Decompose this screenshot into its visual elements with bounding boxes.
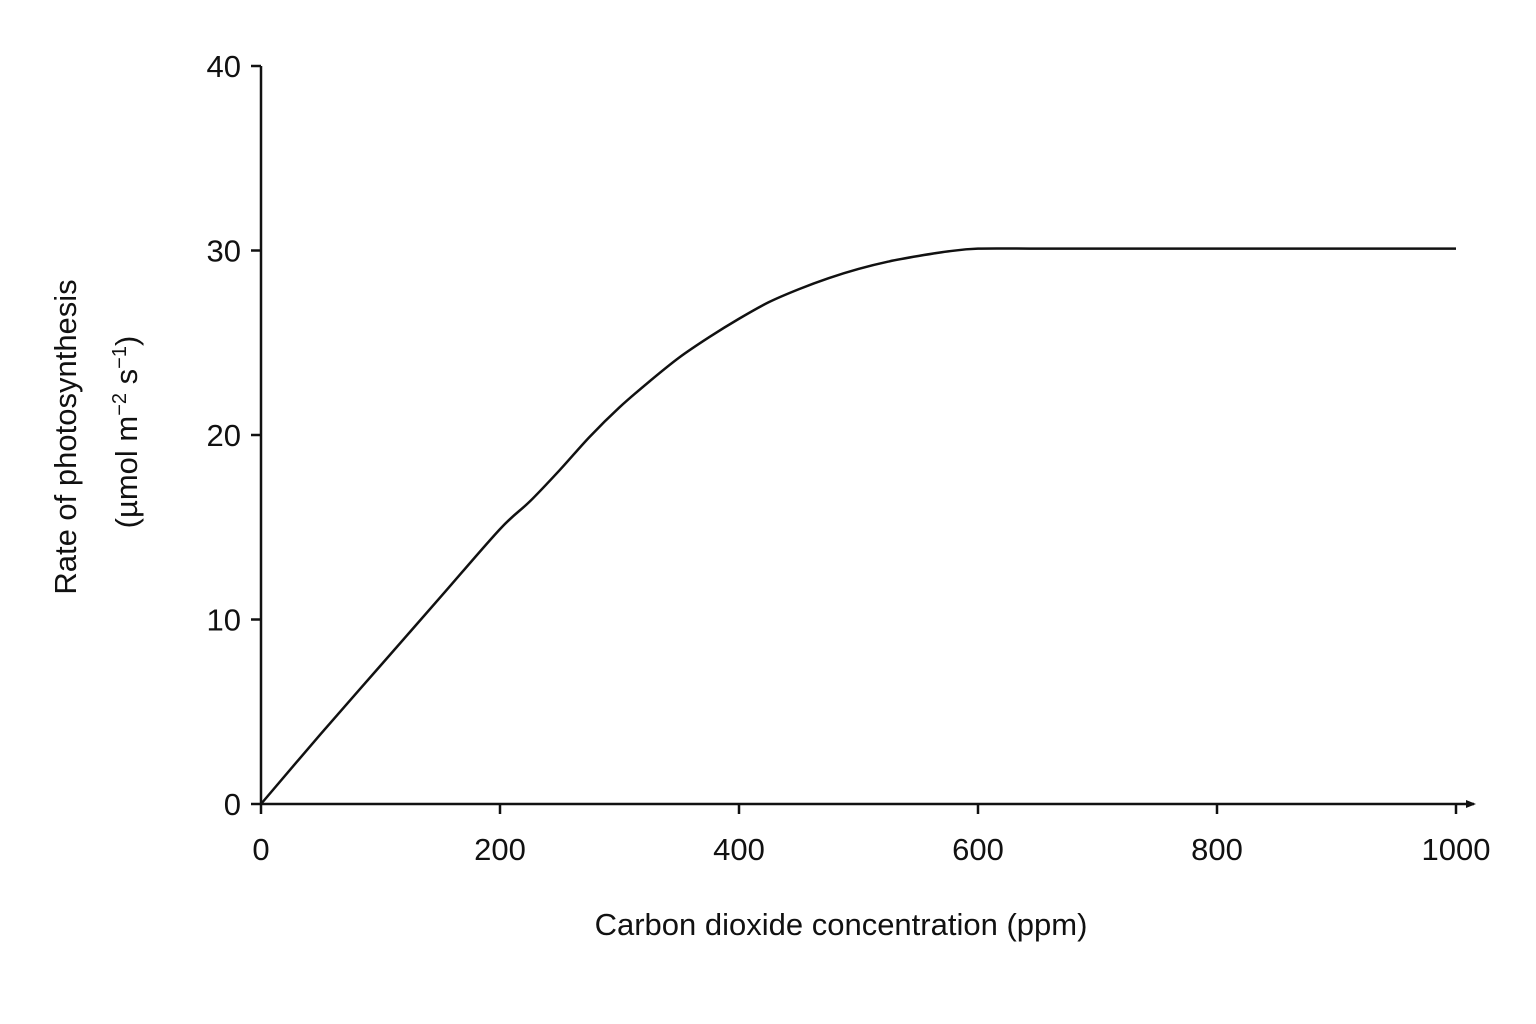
y-ticks: 0 10 20 30 40 (207, 49, 261, 822)
x-tick-label: 400 (713, 832, 765, 867)
y-title-superscript: −2 (109, 393, 131, 416)
x-axis-title: Carbon dioxide concentration (ppm) (595, 907, 1088, 942)
y-title-unit-part: (µmol m (109, 416, 144, 529)
x-ticks: 0 200 400 600 800 1000 (252, 804, 1490, 867)
y-tick-label: 30 (207, 234, 241, 269)
y-tick-label: 40 (207, 49, 241, 84)
y-tick-label: 10 (207, 603, 241, 638)
y-axis-title-line2: (µmol m−2 s−1) (109, 336, 144, 529)
series-line (260, 247, 1456, 805)
y-title-superscript: −1 (109, 346, 131, 369)
x-tick-label: 1000 (1422, 832, 1491, 867)
y-title-unit-part: s (109, 369, 144, 393)
plot-area (260, 247, 1456, 805)
x-tick-label: 0 (252, 832, 269, 867)
x-tick-label: 200 (474, 832, 526, 867)
x-tick-label: 800 (1191, 832, 1243, 867)
y-title-unit-part: ) (109, 336, 144, 346)
y-tick-label: 20 (207, 418, 241, 453)
y-axis-title: Rate of photosynthesis (µmol m−2 s−1) (48, 279, 144, 594)
x-tick-label: 600 (952, 832, 1004, 867)
y-axis-title-line1: Rate of photosynthesis (48, 279, 83, 594)
y-tick-label: 0 (224, 787, 241, 822)
